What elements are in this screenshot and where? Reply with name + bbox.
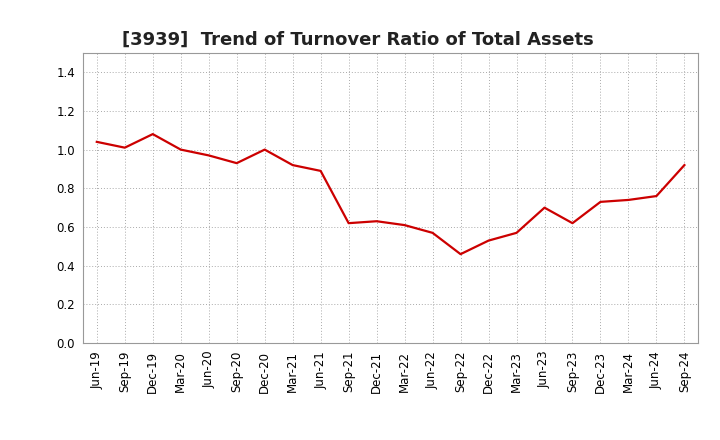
Text: [3939]  Trend of Turnover Ratio of Total Assets: [3939] Trend of Turnover Ratio of Total …	[122, 31, 594, 49]
